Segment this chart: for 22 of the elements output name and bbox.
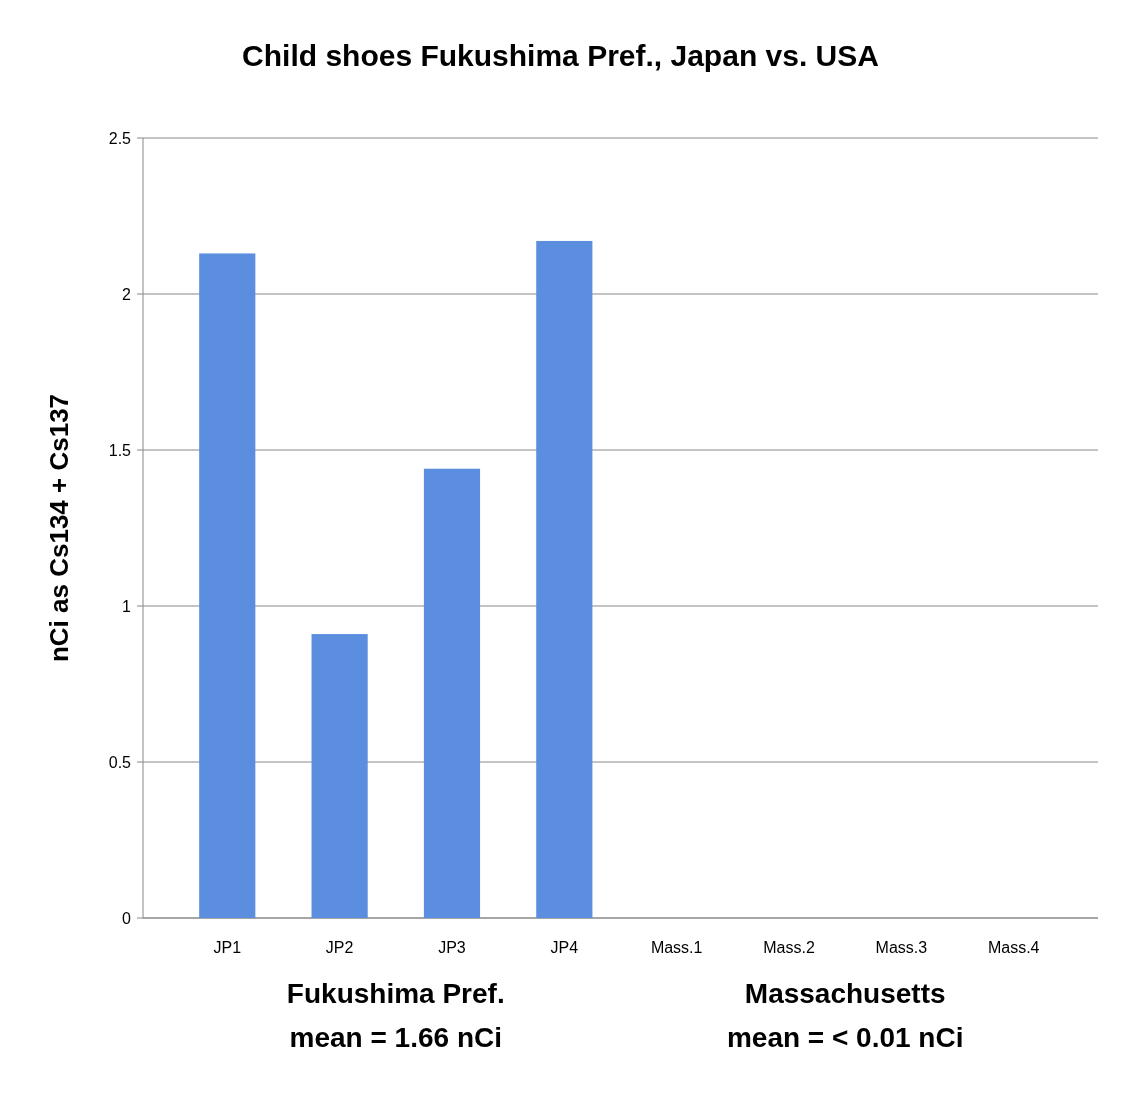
x-tick-label: Mass.3: [875, 939, 928, 956]
y-tick-label: 1.5: [108, 441, 132, 459]
bar: [199, 253, 256, 918]
bar: [536, 240, 593, 918]
text: Massachusetts mean = < 0.01 nCi: [726, 978, 964, 1053]
bar: [311, 634, 368, 918]
text: Fukushima Pref. mean = 1.66 nCi: [286, 978, 505, 1053]
y-tick-label: 0: [122, 909, 132, 927]
x-tick-label: JP4: [550, 939, 579, 956]
y-axis-title: nCi as Cs134 + Cs137: [44, 393, 74, 663]
x-tick-label: Mass.2: [763, 939, 815, 956]
chart-title: Child shoes Fukushima Pref., Japan vs. USA: [242, 39, 879, 72]
y-tick-label: 1: [122, 597, 132, 615]
x-tick-label: JP3: [438, 939, 466, 956]
y-tick-label: 2: [122, 285, 132, 303]
x-tick-label: JP1: [213, 939, 242, 956]
y-tick-label: 2.5: [108, 129, 132, 147]
x-tick-label: JP2: [325, 939, 354, 956]
bar: [423, 468, 481, 918]
x-tick-label: Mass.1: [650, 939, 703, 956]
x-tick-label: Mass.4: [987, 939, 1040, 956]
y-tick-label: 0.5: [108, 753, 132, 771]
